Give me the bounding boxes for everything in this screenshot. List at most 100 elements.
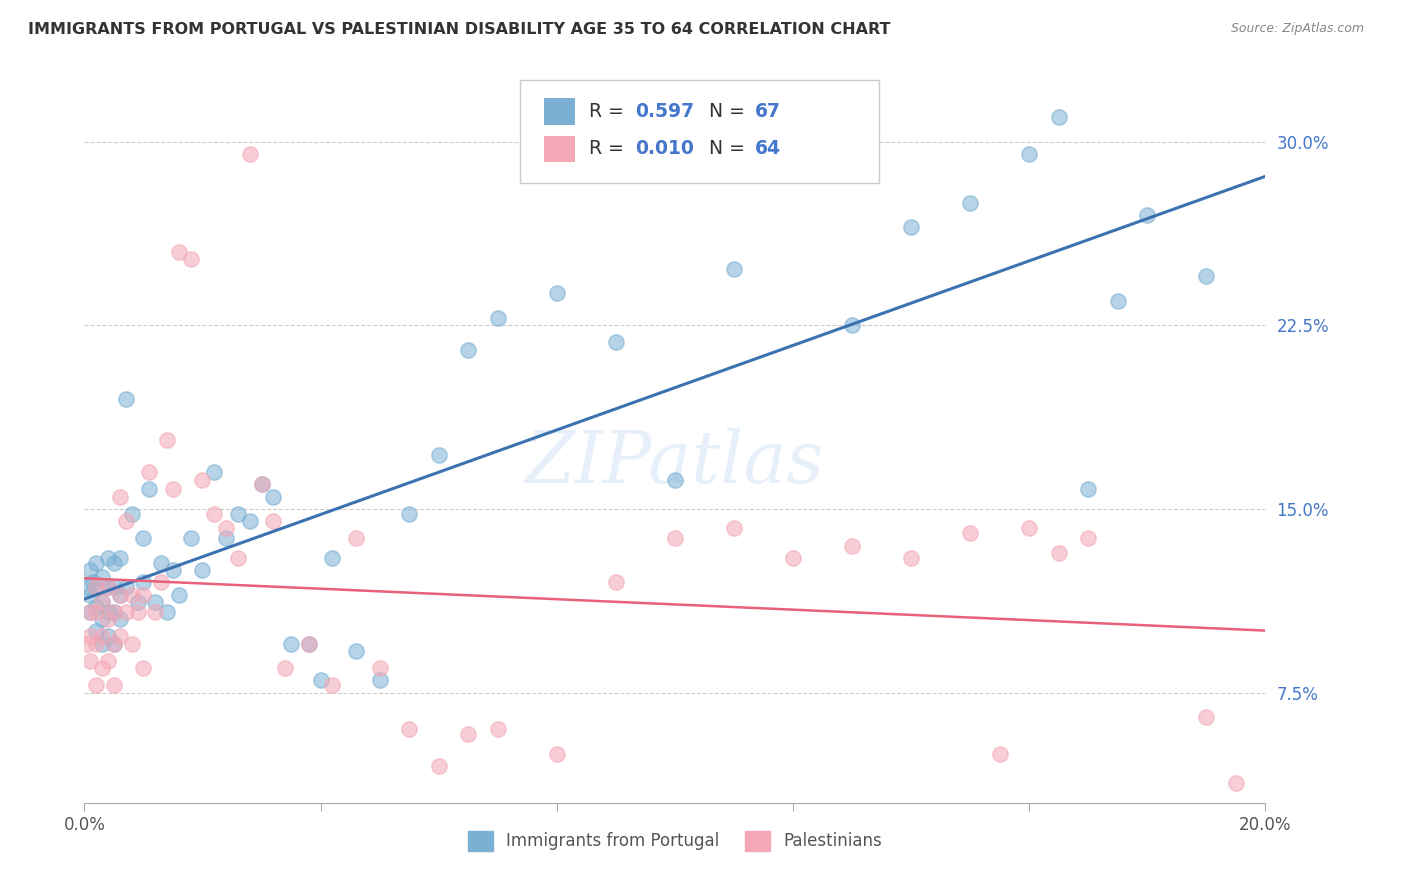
Point xyxy=(97,550,120,565)
Point xyxy=(103,605,125,619)
Point xyxy=(1018,521,1040,535)
Point xyxy=(97,654,120,668)
Point xyxy=(202,465,225,479)
Point xyxy=(215,531,238,545)
Point xyxy=(162,483,184,497)
Point xyxy=(97,612,120,626)
Point xyxy=(91,595,114,609)
Text: R =: R = xyxy=(589,139,630,159)
Point xyxy=(486,723,509,737)
Point xyxy=(103,637,125,651)
Point xyxy=(262,490,284,504)
Point xyxy=(309,673,332,688)
Point xyxy=(97,580,120,594)
Point xyxy=(103,678,125,692)
Point xyxy=(143,595,166,609)
Point xyxy=(546,286,568,301)
Point xyxy=(127,605,149,619)
Text: IMMIGRANTS FROM PORTUGAL VS PALESTINIAN DISABILITY AGE 35 TO 64 CORRELATION CHAR: IMMIGRANTS FROM PORTUGAL VS PALESTINIAN … xyxy=(28,22,890,37)
Point xyxy=(262,514,284,528)
Point xyxy=(180,531,202,545)
Point xyxy=(114,514,136,528)
Point xyxy=(226,507,249,521)
Point xyxy=(368,673,391,688)
Point xyxy=(108,612,131,626)
Legend: Immigrants from Portugal, Palestinians: Immigrants from Portugal, Palestinians xyxy=(460,822,890,860)
Point xyxy=(76,637,98,651)
Point xyxy=(167,588,190,602)
Point xyxy=(84,580,107,594)
Point xyxy=(398,723,420,737)
Point xyxy=(1225,776,1247,790)
Point xyxy=(1047,546,1070,560)
Text: 67: 67 xyxy=(755,102,780,121)
Point xyxy=(841,318,863,333)
Point xyxy=(723,261,745,276)
Point xyxy=(79,654,101,668)
Point xyxy=(167,244,190,259)
Point xyxy=(84,637,107,651)
Point xyxy=(97,580,120,594)
Point xyxy=(457,727,479,741)
Point xyxy=(959,195,981,210)
Point xyxy=(298,637,321,651)
Point xyxy=(97,605,120,619)
Point xyxy=(782,550,804,565)
Point xyxy=(1107,293,1129,308)
Point xyxy=(280,637,302,651)
Point xyxy=(605,335,627,350)
Point xyxy=(114,605,136,619)
Point xyxy=(103,605,125,619)
Text: N =: N = xyxy=(709,102,751,121)
Point xyxy=(108,629,131,643)
Point xyxy=(162,563,184,577)
Point xyxy=(114,580,136,594)
Point xyxy=(138,465,160,479)
Point xyxy=(226,550,249,565)
Point xyxy=(398,507,420,521)
Point xyxy=(486,310,509,325)
Point xyxy=(91,637,114,651)
Point xyxy=(180,252,202,266)
Point xyxy=(344,531,367,545)
Point xyxy=(127,595,149,609)
Point xyxy=(1195,269,1218,284)
Point xyxy=(91,570,114,584)
Point xyxy=(84,624,107,639)
Point xyxy=(321,550,343,565)
Point xyxy=(1018,146,1040,161)
Point xyxy=(91,661,114,675)
Text: R =: R = xyxy=(589,102,630,121)
Text: N =: N = xyxy=(709,139,751,159)
Point xyxy=(546,747,568,761)
Point xyxy=(103,580,125,594)
Point xyxy=(138,483,160,497)
Point xyxy=(103,637,125,651)
Point xyxy=(457,343,479,357)
Text: ZIPatlas: ZIPatlas xyxy=(524,428,825,499)
Point xyxy=(191,473,214,487)
Point xyxy=(84,556,107,570)
Point xyxy=(103,556,125,570)
Point xyxy=(988,747,1011,761)
Point xyxy=(239,146,262,161)
Point xyxy=(427,448,450,462)
Point xyxy=(108,588,131,602)
Point xyxy=(132,531,155,545)
Point xyxy=(274,661,297,675)
Point xyxy=(900,220,922,235)
Point xyxy=(202,507,225,521)
Point xyxy=(156,605,179,619)
Text: 64: 64 xyxy=(755,139,780,159)
Point xyxy=(1077,531,1099,545)
Point xyxy=(298,637,321,651)
Point xyxy=(1136,208,1159,222)
Point xyxy=(664,473,686,487)
Point xyxy=(150,575,173,590)
Point xyxy=(84,678,107,692)
Point xyxy=(321,678,343,692)
Point xyxy=(344,644,367,658)
Text: 0.597: 0.597 xyxy=(636,102,695,121)
Point xyxy=(900,550,922,565)
Point xyxy=(82,575,104,590)
